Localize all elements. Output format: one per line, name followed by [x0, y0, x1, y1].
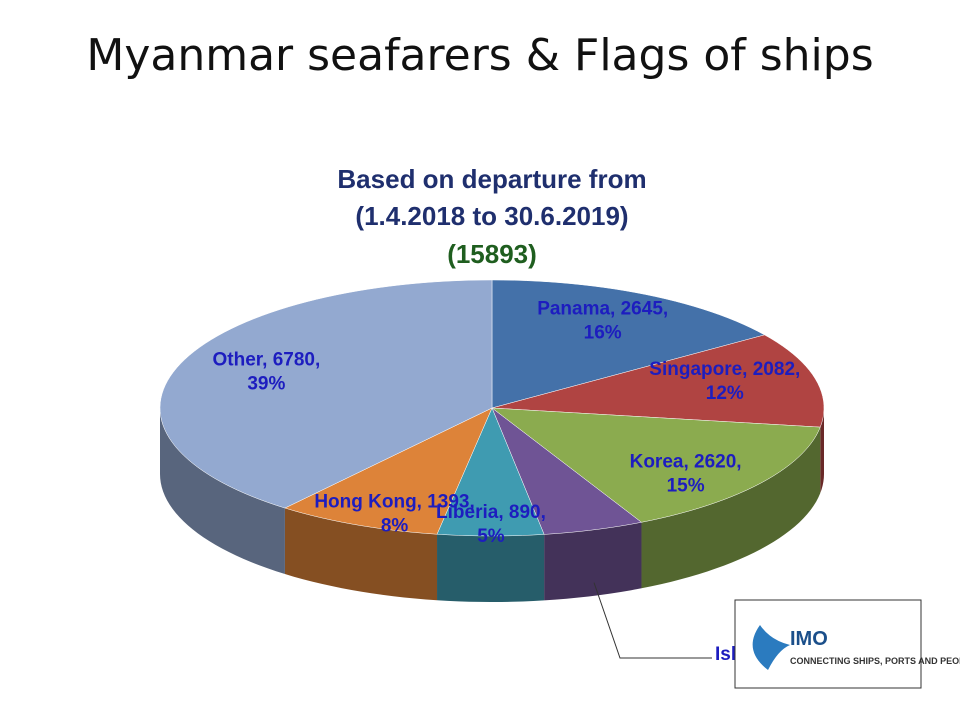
data-label: Korea, 2620, 15%: [630, 452, 742, 497]
slide-title: Myanmar seafarers & Flags of ships: [86, 30, 873, 81]
data-label-line: 15%: [667, 476, 705, 497]
data-label: Other, 6780, 39%: [213, 350, 321, 395]
logo: IMO CONNECTING SHIPS, PORTS AND PEOPLE: [734, 599, 960, 689]
data-label-line: Singapore, 2082,: [649, 359, 800, 380]
data-label-line: Panama, 2645,: [537, 298, 668, 319]
data-label: Hong Kong, 1393, 8%: [314, 492, 474, 537]
slice: [491, 279, 766, 409]
slice: [491, 334, 825, 428]
chart-total: (15893): [447, 239, 537, 269]
data-label-line: Liberia, 890,: [436, 502, 546, 523]
slice: [491, 407, 643, 535]
data-label-line: Korea, 2620,: [630, 452, 742, 473]
slice-side: [820, 408, 824, 494]
slice: [436, 407, 545, 537]
slice-side: [544, 522, 642, 601]
data-label-line: Hong Kong, 1393,: [314, 492, 474, 513]
data-label-line: Isl: [715, 644, 736, 665]
slice-side: [641, 427, 821, 589]
slice: [284, 407, 493, 535]
data-label: Panama, 2645, 16%: [537, 298, 668, 343]
logo-icon: [752, 625, 790, 670]
data-label-line: 5%: [477, 526, 505, 547]
data-label-line: 12%: [706, 383, 744, 404]
leader-line: [593, 582, 712, 659]
data-label-line: Other, 6780,: [213, 350, 321, 371]
chart-subtitle: Based on departure from: [337, 164, 646, 194]
pie: [159, 279, 825, 602]
chart-subtitle: (1.4.2018 to 30.6.2019): [355, 201, 628, 231]
logo-mark: IMO: [790, 628, 828, 650]
slice: [491, 407, 821, 523]
labels: Panama, 2645, 16% Singapore, 2082, 12% Korea…: [213, 298, 801, 665]
data-label-line: 16%: [584, 322, 622, 343]
data-label: Liberia, 890, 5%: [436, 502, 546, 547]
logo-tagline: CONNECTING SHIPS, PORTS AND PEOPLE: [790, 656, 960, 666]
data-label: Isl: [715, 644, 736, 665]
slice-side: [437, 534, 545, 602]
data-label-line: 39%: [247, 374, 285, 395]
data-label-line: 8%: [381, 516, 409, 537]
slice-side: [160, 408, 285, 575]
data-label: Singapore, 2082, 12%: [649, 359, 800, 404]
slice: [159, 279, 493, 509]
